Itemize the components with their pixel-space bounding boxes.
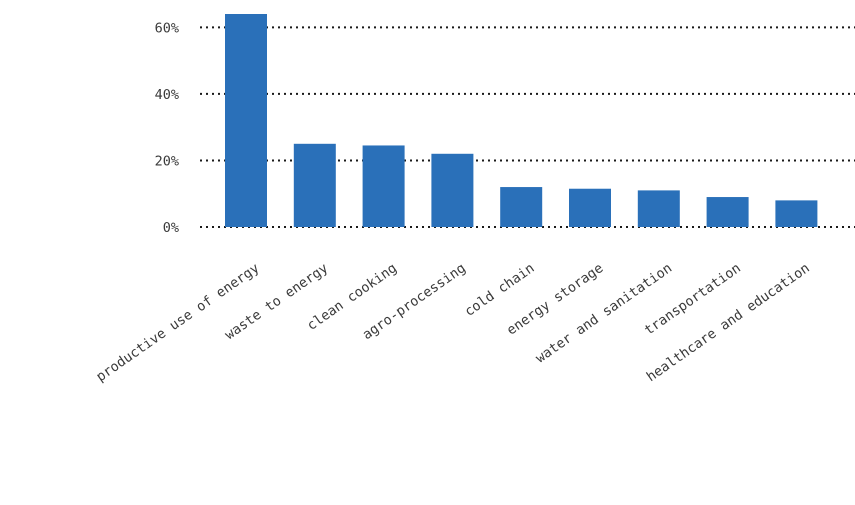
bars xyxy=(225,14,818,227)
bar-waste-to-energy xyxy=(293,143,336,227)
y-tick-label: 60% xyxy=(155,20,179,36)
bar-healthcare-and-education xyxy=(775,200,818,227)
y-axis-tick-labels: 0% 20% 40% 60% xyxy=(155,20,179,236)
bar-clean-cooking xyxy=(362,145,405,227)
bar-energy-storage xyxy=(569,188,611,227)
bar-cold-chain xyxy=(500,187,543,227)
bar-productive-use-of-energy xyxy=(225,14,267,227)
bar-water-and-sanitation xyxy=(637,190,680,227)
bar-agro-processing xyxy=(431,153,474,227)
y-tick-label: 0% xyxy=(163,220,179,236)
x-tick-label: water and sanitation xyxy=(533,260,675,366)
y-tick-label: 40% xyxy=(155,87,179,103)
bar-transportation xyxy=(706,197,749,227)
y-tick-label: 20% xyxy=(155,153,179,169)
